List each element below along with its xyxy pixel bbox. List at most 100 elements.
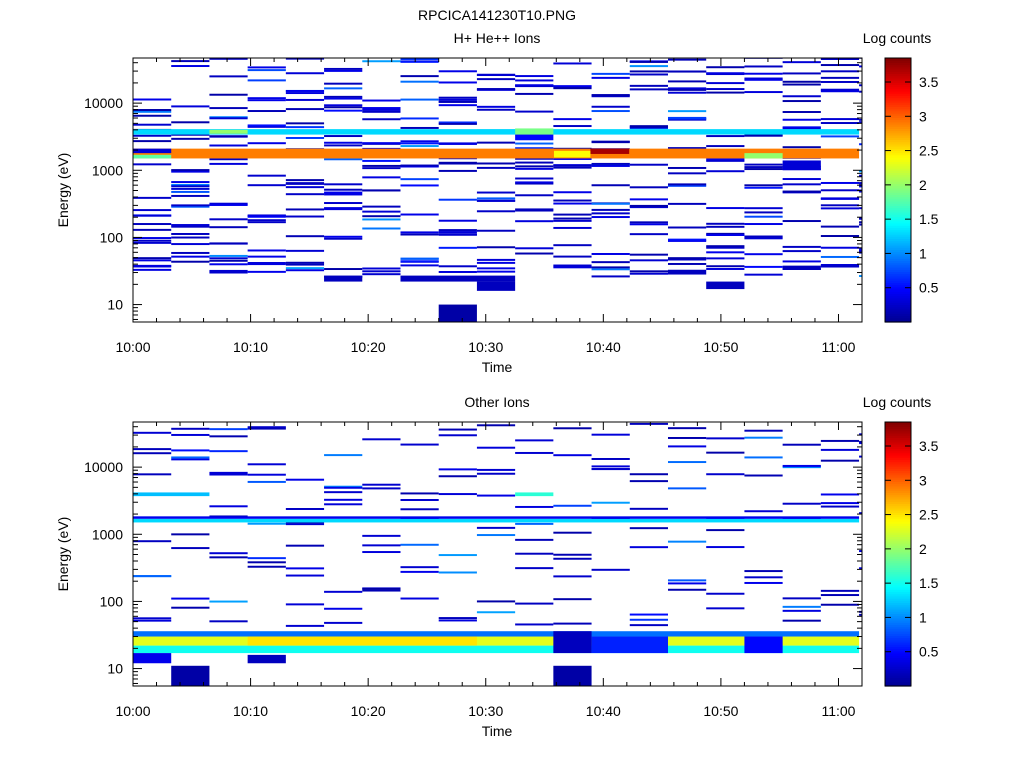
heatmap-cell [133,109,172,111]
heatmap-cell [285,624,325,627]
heatmap-cell [324,621,363,624]
heatmap-cell [667,166,707,169]
heatmap-cell [515,165,554,168]
colorbar-tick-label: 1.5 [919,211,939,227]
heatmap-cell [285,89,325,92]
y-tick-label: 1000 [92,526,123,542]
heatmap-cell [438,246,477,249]
heatmap-cell [706,245,745,248]
colorbar-segment [885,639,911,643]
heatmap-cell [782,127,821,130]
colorbar-segment [885,95,911,99]
heatmap-cell [171,204,210,207]
heatmap-cell [820,265,860,268]
heatmap-cell [820,181,860,184]
heatmap-cell [438,104,477,107]
colorbar-segment [885,505,911,509]
heatmap-cell [171,449,210,452]
colorbar-segment [885,269,911,272]
colorbar-segment [885,207,911,211]
heatmap-cell [133,98,172,101]
colorbar-tick-label: 2 [919,541,927,557]
heatmap-cell [782,183,821,186]
heatmap-cell [324,275,363,282]
heatmap-cell [629,507,668,510]
heatmap-cell [553,125,592,128]
heatmap-cell [629,624,668,627]
heatmap-cell [629,88,668,91]
heatmap-cell [438,617,477,620]
colorbar-segment [885,64,911,68]
heatmap-cell [285,182,325,185]
colorbar-segment [885,514,911,518]
heatmap-band [247,654,286,664]
colorbar-segment [885,196,911,200]
x-axis-label: Time [482,359,513,375]
heatmap-cell [629,60,668,63]
heatmap-cell [515,75,554,78]
heatmap-cell [400,140,439,143]
heatmap-cell [400,58,439,61]
colorbar-segment [885,240,911,244]
colorbar-segment [885,148,911,151]
heatmap-cell [247,255,286,258]
heatmap-cell [859,247,862,250]
heatmap-cell [362,544,401,547]
heatmap-cell [820,76,860,79]
heatmap-cell [591,568,630,571]
colorbar-segment [885,556,911,559]
heatmap-cell [515,505,554,508]
heatmap-cell [438,81,477,84]
heatmap-cell [247,557,286,560]
colorbar-segment [885,450,911,454]
heatmap-cell [553,266,592,269]
heatmap-cell [515,147,554,150]
heatmap-cell [171,60,210,63]
colorbar-segment [885,655,911,658]
colorbar-segment [885,481,911,485]
heatmap-cell [209,58,248,60]
heatmap-band [553,150,591,158]
heatmap-cell [782,190,821,193]
colorbar-segment [885,538,911,542]
colorbar-segment [885,571,911,575]
colorbar-tick-label: 3 [919,108,927,124]
colorbar-segment [885,77,911,81]
heatmap-cell [171,194,210,197]
heatmap-cell [553,622,592,625]
colorbar-segment [885,247,911,250]
heatmap-cell [744,186,783,189]
heatmap-cell [400,164,439,167]
colorbar-segment [885,163,911,167]
heatmap-cell [133,473,172,476]
colorbar-segment [885,529,911,533]
x-tick-label: 10:40 [586,339,621,355]
heatmap-cell [706,135,745,138]
heatmap-cell [324,498,363,501]
heatmap-cell [553,557,592,560]
heatmap-cell [400,178,439,181]
heatmap-cell [859,550,862,553]
heatmap-cell [859,440,862,443]
heatmap-cell [553,202,592,205]
heatmap-cell [285,249,325,252]
y-tick-label: 10 [107,297,123,313]
heatmap-cell [171,105,210,108]
heatmap-cell [438,475,477,478]
colorbar-segment [885,170,911,173]
colorbar-segment [885,150,911,154]
heatmap-cell [400,80,439,83]
heatmap-cell [706,88,745,91]
heatmap-cell [667,226,707,229]
heatmap-cell [591,110,630,113]
colorbar-segment [885,659,911,663]
heatmap-cell [553,166,592,169]
colorbar-segment [885,187,911,191]
heatmap-cell [476,108,516,111]
heatmap-cell [667,582,707,585]
heatmap-cell [820,448,860,451]
heatmap-cell [476,141,516,144]
heatmap-cell [324,67,363,70]
heatmap-cell [362,267,401,270]
colorbar-segment [885,593,911,597]
